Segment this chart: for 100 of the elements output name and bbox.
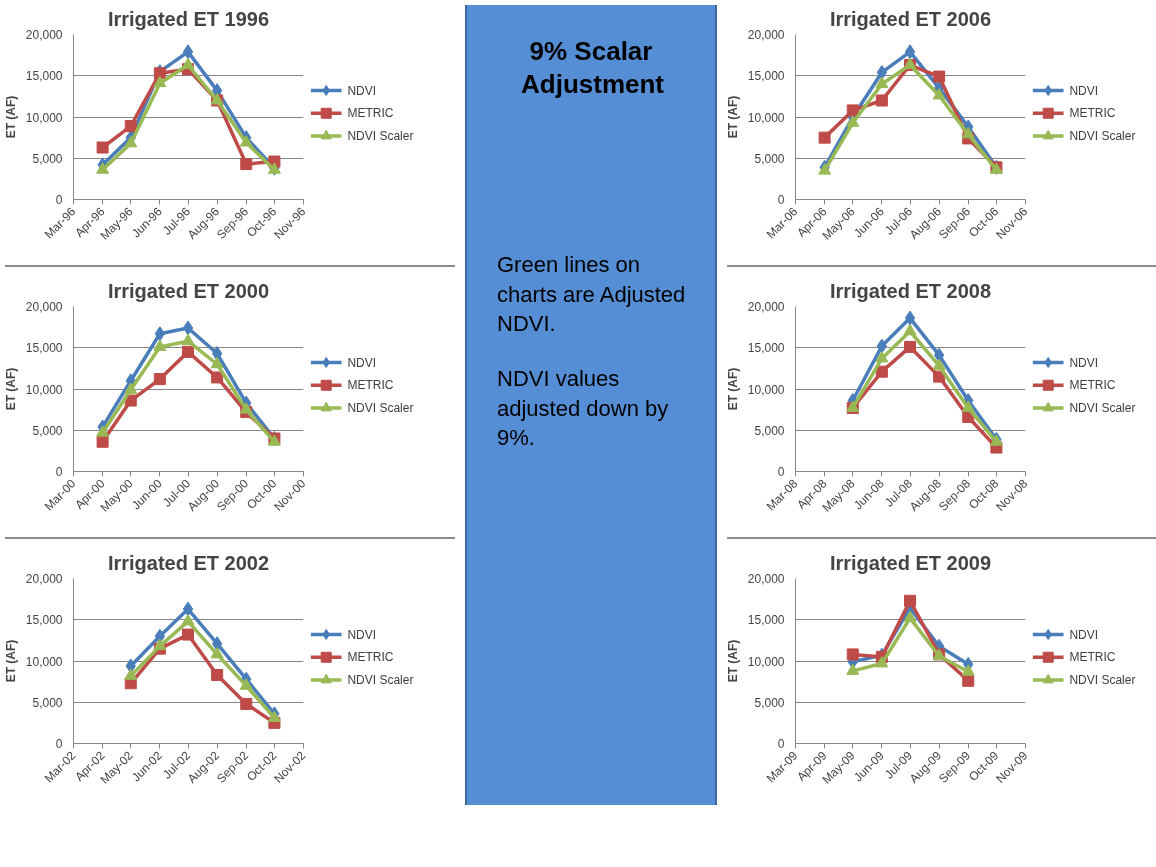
legend-label: NDVI (1069, 627, 1099, 642)
point (96, 425, 110, 437)
point (933, 347, 945, 363)
y-tick-label: 5,000 (32, 423, 63, 438)
point (239, 402, 253, 414)
point (846, 104, 859, 117)
point (904, 340, 917, 353)
y-tick-label: 20,000 (25, 572, 63, 586)
y-tick-label: 5,000 (754, 695, 785, 710)
point (210, 356, 224, 369)
point (211, 636, 223, 652)
point (961, 400, 975, 412)
point (182, 320, 194, 336)
point (903, 323, 917, 336)
point (933, 70, 946, 83)
y-axis-title: ET (AF) (725, 367, 740, 411)
y-tick-label: 15,000 (25, 341, 63, 356)
y-tick-label: 15,000 (747, 69, 785, 84)
point (124, 668, 138, 680)
y-tick-label: 20,000 (25, 28, 63, 42)
point (181, 613, 195, 626)
point (876, 338, 888, 354)
point (182, 44, 194, 60)
y-tick-label: 10,000 (25, 110, 63, 125)
point (932, 358, 946, 370)
point (96, 141, 109, 154)
legend-label: METRIC (347, 106, 394, 121)
point (181, 57, 195, 69)
y-tick-label: 5,000 (754, 151, 785, 166)
point (96, 435, 109, 448)
point (962, 674, 975, 687)
point (211, 371, 224, 384)
point (182, 345, 195, 358)
point (96, 162, 110, 174)
point (875, 94, 888, 107)
point (875, 76, 889, 88)
y-axis-title: ET (AF) (3, 639, 18, 683)
legend-label: NDVI (347, 83, 377, 98)
y-tick-label: 15,000 (747, 341, 785, 356)
legend-label: NDVI Scaler (347, 673, 414, 687)
legend-label: METRIC (347, 650, 394, 665)
point (932, 88, 946, 100)
legend-label: NDVI Scaler (1069, 673, 1136, 687)
point (239, 678, 253, 690)
y-tick-label: 20,000 (25, 300, 63, 314)
y-tick-label: 20,000 (747, 572, 785, 586)
y-tick-label: 0 (777, 193, 785, 207)
y-tick-label: 15,000 (747, 613, 785, 628)
legend-label: METRIC (347, 378, 394, 393)
y-axis-title: ET (AF) (3, 95, 18, 139)
text: NDVI values adjusted down by 9%. (497, 365, 670, 453)
point (875, 365, 888, 378)
text: 9% Scalar Adjustment (521, 35, 664, 100)
point (818, 163, 832, 175)
point (903, 610, 917, 623)
y-axis-title: ET (AF) (3, 367, 18, 411)
point (267, 710, 281, 722)
y-tick-label: 10,000 (25, 382, 63, 397)
legend-label: NDVI Scaler (1069, 401, 1136, 415)
point (240, 158, 253, 171)
point (876, 64, 888, 80)
y-tick-label: 15,000 (25, 69, 63, 84)
point (211, 669, 224, 682)
legend-label: METRIC (1069, 106, 1116, 121)
point (875, 656, 889, 668)
y-tick-label: 10,000 (747, 654, 785, 669)
point (124, 382, 138, 394)
y-tick-label: 10,000 (747, 382, 785, 397)
point (961, 664, 975, 676)
y-tick-label: 20,000 (747, 300, 785, 314)
point (875, 351, 889, 363)
chart-title: Irrigated ET 2000 (107, 279, 270, 302)
y-tick-label: 5,000 (32, 151, 63, 166)
chart-title: Irrigated ET 2006 (829, 7, 992, 30)
chart-title: Irrigated ET 2008 (829, 279, 992, 302)
point (153, 339, 167, 351)
point (154, 326, 166, 342)
chart-title: Irrigated ET 2002 (107, 551, 270, 574)
legend-label: METRIC (1069, 378, 1116, 393)
point (904, 44, 916, 60)
y-tick-label: 0 (55, 465, 63, 479)
y-tick-label: 0 (777, 737, 785, 751)
y-tick-label: 20,000 (747, 28, 785, 42)
point (182, 628, 195, 641)
legend-label: NDVI Scaler (347, 401, 414, 415)
point (153, 638, 167, 651)
point (239, 135, 253, 147)
y-tick-label: 0 (55, 737, 63, 751)
point (153, 75, 167, 88)
legend-label: NDVI Scaler (347, 129, 414, 143)
chart-title: Irrigated ET 2009 (829, 551, 992, 574)
legend-label: NDVI (347, 627, 377, 642)
point (181, 333, 195, 346)
point (153, 373, 166, 386)
legend-label: NDVI (1069, 83, 1099, 98)
legend-label: METRIC (1069, 650, 1116, 665)
chart-title: Irrigated ET 1996 (107, 7, 270, 30)
point (124, 135, 138, 148)
y-tick-label: 0 (777, 465, 785, 479)
point (124, 120, 137, 133)
